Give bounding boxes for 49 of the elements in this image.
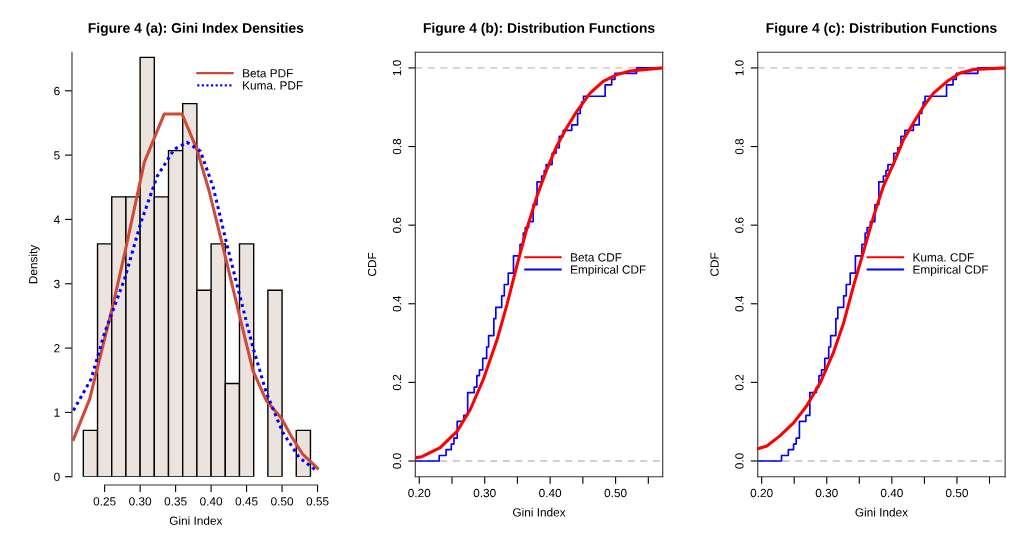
x-tick-label: 0.50 xyxy=(945,488,968,498)
x-tick-label: 0.40 xyxy=(880,488,903,498)
y-tick-label: 0.4 xyxy=(392,295,402,312)
x-tick-label: 0.20 xyxy=(750,488,773,498)
y-tick-label: 6 xyxy=(54,86,60,96)
legend-label: Empirical CDF xyxy=(913,265,989,277)
y-tick-label: 5 xyxy=(54,151,60,160)
x-tick-label: 0.30 xyxy=(815,488,838,498)
y-axis-title: Density xyxy=(28,244,40,284)
y-tick-label: 1.0 xyxy=(735,60,744,76)
y-tick-label: 1.0 xyxy=(392,60,402,76)
y-tick-label: 0.2 xyxy=(392,374,402,391)
x-axis-title: Gini Index xyxy=(169,516,223,525)
y-tick-label: 0.4 xyxy=(735,295,744,312)
y-tick-label: 0.8 xyxy=(735,138,744,155)
x-tick-label: 0.40 xyxy=(539,488,562,498)
x-tick-label: 0.30 xyxy=(473,488,496,498)
legend-label: Kuma. PDF xyxy=(243,81,303,90)
x-axis-title: Gini Index xyxy=(855,507,908,517)
y-tick-label: 0.8 xyxy=(392,138,402,155)
y-axis-title: CDF xyxy=(710,252,719,276)
legend-label: Kuma. CDF xyxy=(913,253,974,262)
x-tick-label: 0.30 xyxy=(129,497,152,506)
chart-title: Figure 4 (a): Gini Index Densities xyxy=(88,22,304,36)
x-tick-label: 0.20 xyxy=(408,488,431,498)
y-tick-label: 0.2 xyxy=(735,374,744,391)
y-tick-label: 0.0 xyxy=(735,453,744,469)
x-tick-label: 0.35 xyxy=(164,497,187,506)
x-axis-title: Gini Index xyxy=(513,507,566,517)
x-tick-label: 0.55 xyxy=(306,497,329,506)
legend-label: Beta PDF xyxy=(243,69,293,78)
x-tick-label: 0.50 xyxy=(271,497,294,506)
y-tick-label: 0 xyxy=(54,472,60,482)
x-tick-label: 0.40 xyxy=(200,497,223,506)
y-tick-label: 0.6 xyxy=(735,217,744,233)
y-tick-label: 2 xyxy=(54,344,60,353)
y-tick-label: 0.6 xyxy=(392,217,402,233)
chart-title: Figure 4 (c): Distribution Functions xyxy=(766,22,997,36)
x-tick-label: 0.25 xyxy=(93,497,116,506)
y-axis-title: CDF xyxy=(367,252,377,276)
y-tick-label: 1 xyxy=(54,408,60,417)
chart-title: Figure 4 (b): Distribution Functions xyxy=(423,22,655,36)
legend-label: Beta CDF xyxy=(571,253,622,262)
y-tick-label: 3 xyxy=(54,279,60,289)
x-tick-label: 0.50 xyxy=(604,488,627,498)
legend-label: Empirical CDF xyxy=(571,265,646,277)
x-tick-label: 0.45 xyxy=(235,497,258,506)
y-tick-label: 4 xyxy=(53,215,60,224)
y-tick-label: 0.0 xyxy=(392,453,402,469)
